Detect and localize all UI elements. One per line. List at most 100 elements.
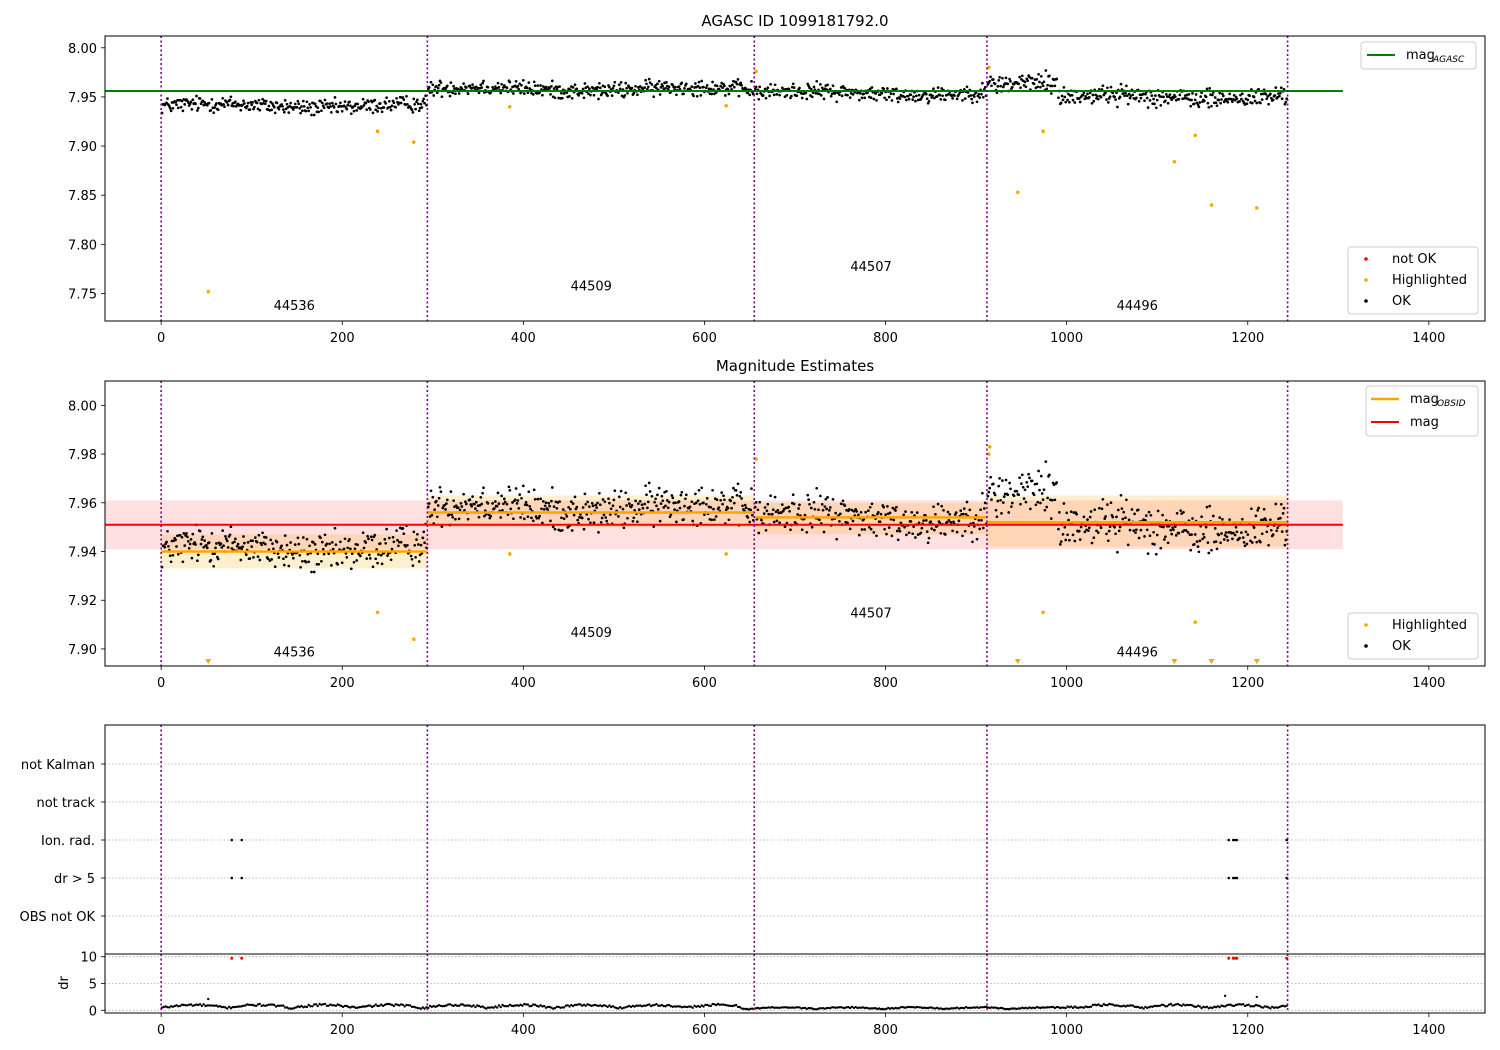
dr-point xyxy=(1193,1005,1196,1008)
magnitude-ok-point xyxy=(256,555,260,558)
magnitude-ok-point xyxy=(919,531,923,535)
out-of-range-marker xyxy=(205,659,212,664)
magnitude-ok-point xyxy=(898,529,902,533)
dr-point xyxy=(590,1004,593,1007)
agasc-ok-point xyxy=(810,95,814,99)
dr-point xyxy=(389,1003,392,1006)
magnitude-ok-point xyxy=(541,521,544,525)
dr-point xyxy=(548,1005,551,1009)
dr-point xyxy=(608,1004,611,1007)
magnitude-ok-point xyxy=(657,486,661,490)
agasc-ok-point xyxy=(304,109,308,113)
flag-point xyxy=(1233,838,1237,842)
dr-point xyxy=(854,1005,857,1009)
magnitude-obsid-label: 44496 xyxy=(1117,645,1158,660)
agasc-ok-point xyxy=(380,110,384,114)
magnitude-ok-point xyxy=(738,494,742,498)
dr-point xyxy=(477,1004,481,1008)
dr-point xyxy=(264,1004,267,1008)
magnitude-ok-point xyxy=(190,556,194,560)
magnitude-ok-point xyxy=(1253,535,1257,539)
magnitude-ok-point xyxy=(1026,485,1030,488)
dr-y-tick-label: 10 xyxy=(80,951,97,966)
dr-point xyxy=(303,1005,307,1008)
dr-point xyxy=(734,1003,738,1007)
magnitude-ok-point xyxy=(729,499,733,503)
dr-point xyxy=(874,1007,877,1010)
dr-point xyxy=(495,1006,499,1009)
agasc-ok-point xyxy=(374,108,378,112)
dr-point xyxy=(693,1004,696,1007)
agasc-ok-point xyxy=(437,83,441,87)
magnitude-ok-point xyxy=(1164,535,1167,539)
agasc-ok-point xyxy=(296,99,300,103)
dr-point xyxy=(282,1004,285,1007)
magnitude-ok-point xyxy=(1186,530,1190,534)
agasc-ok-point xyxy=(1190,98,1193,102)
dr-point xyxy=(285,1006,289,1009)
magnitude-ok-point xyxy=(778,521,781,525)
agasc-ok-point xyxy=(168,107,172,110)
dr-point xyxy=(910,1005,913,1009)
magnitude-ok-point xyxy=(1043,508,1047,512)
dr-point xyxy=(841,1006,845,1009)
magnitude-ok-point xyxy=(1219,541,1222,545)
agasc-ok-point xyxy=(1166,101,1170,105)
dr-point xyxy=(483,1006,486,1009)
dr-point xyxy=(1111,1003,1115,1006)
magnitude-ok-point xyxy=(652,525,656,528)
magnitude-ok-point xyxy=(912,525,915,528)
magnitude-ok-point xyxy=(576,518,580,522)
magnitude-ok-point xyxy=(775,519,779,523)
agasc-ok-point xyxy=(371,111,375,115)
agasc-ok-point xyxy=(647,77,651,81)
agasc-ok-point xyxy=(210,98,214,101)
dr-point xyxy=(887,1006,890,1010)
agasc-ok-point xyxy=(477,91,481,95)
dr-point xyxy=(336,1003,339,1006)
magnitude-ok-point xyxy=(977,518,981,522)
agasc-ok-point xyxy=(624,81,628,85)
dr-point xyxy=(392,1004,396,1008)
agasc-highlighted-point xyxy=(411,140,416,144)
dr-x-tick-label: 400 xyxy=(511,1023,536,1038)
agasc-ok-point xyxy=(1218,91,1222,95)
dr-point xyxy=(1198,1005,1202,1008)
agasc-ok-point xyxy=(678,87,682,91)
magnitude-ok-point xyxy=(1057,527,1060,531)
dr-point xyxy=(559,1006,562,1009)
agasc-ok-point xyxy=(552,87,556,90)
magnitude-ok-point xyxy=(246,541,250,544)
agasc-ok-point xyxy=(890,99,894,102)
agasc-ok-point xyxy=(772,93,776,97)
magnitude-ok-point xyxy=(1282,506,1286,510)
legend-ok-marker-2 xyxy=(1364,644,1368,648)
magnitude-ok-point xyxy=(922,519,925,522)
agasc-ok-point xyxy=(539,84,542,87)
dr-point xyxy=(307,1003,310,1007)
magnitude-ok-point xyxy=(946,510,950,514)
magnitude-ok-point xyxy=(924,519,928,522)
dr-point xyxy=(738,1005,741,1009)
magnitude-ok-point xyxy=(1221,518,1224,521)
magnitude-ok-point xyxy=(1004,478,1008,482)
agasc-ok-point xyxy=(581,87,585,91)
magnitude-ok-point xyxy=(334,543,338,547)
magnitude-ok-point xyxy=(396,538,399,542)
agasc-ok-point xyxy=(1220,98,1223,101)
agasc-ok-point xyxy=(328,102,331,105)
magnitude-ok-point xyxy=(306,552,310,556)
dr-point xyxy=(905,1006,908,1009)
agasc-ok-point xyxy=(723,94,727,97)
magnitude-ok-point xyxy=(304,560,308,564)
agasc-ok-point xyxy=(1240,92,1244,96)
dr-point xyxy=(707,1004,711,1007)
magnitude-ok-point xyxy=(883,527,886,531)
magnitude-ok-point xyxy=(1120,507,1124,510)
agasc-ok-point xyxy=(953,94,956,97)
agasc-y-tick-label: 7.85 xyxy=(68,189,97,204)
dr-point xyxy=(876,1007,879,1011)
agasc-ok-point xyxy=(1279,86,1283,90)
agasc-ok-point xyxy=(988,79,992,83)
agasc-ok-point xyxy=(658,93,662,96)
